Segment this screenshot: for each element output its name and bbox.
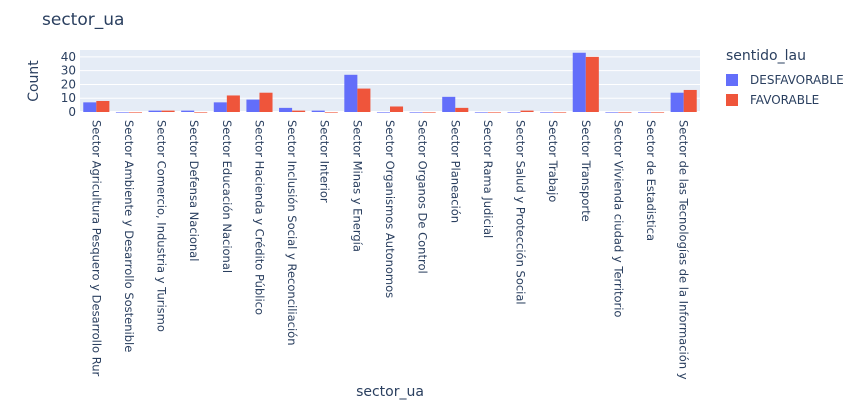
bar-favorable bbox=[96, 100, 110, 112]
y-tick-label: 0 bbox=[68, 105, 76, 119]
bar-favorable bbox=[161, 110, 175, 112]
bar-favorable bbox=[455, 107, 469, 112]
bar-favorable bbox=[487, 112, 501, 113]
bar-favorable bbox=[194, 112, 208, 113]
bar-favorable bbox=[324, 112, 338, 113]
plot-background bbox=[80, 50, 700, 112]
bar-favorable bbox=[585, 56, 599, 112]
bar-desfavorable bbox=[540, 112, 554, 113]
bar-desfavorable bbox=[148, 110, 162, 112]
x-tick-label: Sector Comercio, Industria y Turismo bbox=[155, 120, 169, 332]
legend-label: DESFAVORABLE bbox=[750, 73, 844, 87]
legend-title: sentido_lau bbox=[726, 48, 806, 64]
x-tick-label: Sector Planeación bbox=[448, 120, 462, 223]
bar-desfavorable bbox=[311, 110, 325, 112]
x-tick-label: Sector Hacienda y Crédito Público bbox=[252, 120, 266, 315]
x-tick-label: Sector de las Tecnologías de la Informac… bbox=[677, 120, 691, 380]
bar-favorable bbox=[259, 92, 273, 112]
x-tick-label: Sector Minas y Energía bbox=[350, 120, 364, 252]
bar-favorable bbox=[422, 112, 436, 113]
bar-desfavorable bbox=[442, 96, 456, 112]
bar-desfavorable bbox=[115, 112, 129, 113]
x-tick-label: Sector Interior bbox=[318, 120, 332, 203]
bar-favorable bbox=[357, 88, 371, 112]
y-tick-label: 10 bbox=[61, 91, 76, 105]
bar-favorable bbox=[226, 95, 240, 112]
bar-desfavorable bbox=[83, 102, 97, 112]
legend-label: FAVORABLE bbox=[750, 93, 819, 107]
bar-desfavorable bbox=[246, 99, 260, 112]
bar-desfavorable bbox=[213, 102, 227, 112]
y-tick-label: 30 bbox=[61, 64, 76, 78]
x-tick-label: Sector Transporte bbox=[579, 120, 593, 222]
bar-desfavorable bbox=[670, 92, 684, 112]
x-tick-label: Sector Defensa Nacional bbox=[187, 120, 201, 261]
x-tick-label: Sector Educación Nacional bbox=[220, 120, 234, 273]
bar-favorable bbox=[292, 110, 306, 112]
bar-desfavorable bbox=[279, 107, 293, 112]
x-tick-label: Sector Ambiente y Desarrollo Sostenible bbox=[122, 120, 136, 352]
x-tick-label: Sector Vivienda ciudad y Territorio bbox=[611, 120, 625, 317]
bars bbox=[83, 52, 697, 113]
bar-desfavorable bbox=[376, 112, 390, 113]
chart-title: sector_ua bbox=[42, 10, 124, 30]
x-axis-title: sector_ua bbox=[356, 384, 424, 400]
bar-desfavorable bbox=[474, 112, 488, 113]
bar-desfavorable bbox=[507, 112, 521, 113]
legend-swatch bbox=[726, 74, 738, 86]
legend-swatch bbox=[726, 94, 738, 106]
y-tick-label: 20 bbox=[61, 77, 76, 91]
x-tick-label: Sector Trabajo bbox=[546, 120, 560, 202]
bar-desfavorable bbox=[344, 74, 358, 112]
bar-desfavorable bbox=[409, 112, 423, 113]
x-tick-label: Sector Organismos Autonomos bbox=[383, 120, 397, 298]
bar-desfavorable bbox=[605, 112, 619, 113]
bar-favorable bbox=[651, 112, 665, 113]
bar-desfavorable bbox=[572, 52, 586, 112]
x-tick-label: Sector de Estadistica bbox=[644, 120, 658, 241]
x-tick-label: Sector Salud y Protección Social bbox=[514, 120, 528, 305]
legend: sentido_lau DESFAVORABLE FAVORABLE bbox=[726, 48, 844, 107]
bar-favorable bbox=[390, 106, 404, 112]
bar-favorable bbox=[553, 112, 567, 113]
x-axis-ticks: Sector Agricultura Pesquero y Desarrollo… bbox=[89, 120, 690, 380]
bar-favorable bbox=[520, 110, 534, 112]
y-tick-label: 40 bbox=[61, 50, 76, 64]
bar-desfavorable bbox=[181, 110, 195, 112]
bar-favorable bbox=[683, 89, 697, 112]
bar-desfavorable bbox=[638, 112, 652, 113]
x-tick-label: Sector Agricultura Pesquero y Desarrollo… bbox=[89, 120, 103, 376]
x-tick-label: Sector Inclusión Social y Reconciliación bbox=[285, 120, 299, 346]
x-tick-label: Sector Organos De Control bbox=[416, 120, 430, 274]
bar-favorable bbox=[618, 112, 632, 113]
y-axis-title: Count bbox=[26, 60, 42, 102]
x-tick-label: Sector Rama Judicial bbox=[481, 120, 495, 238]
bar-favorable bbox=[128, 112, 142, 113]
